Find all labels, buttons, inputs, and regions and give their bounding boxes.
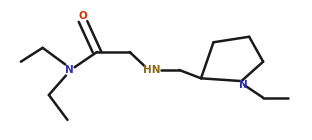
Text: N: N — [65, 65, 73, 75]
Text: O: O — [79, 11, 87, 21]
Text: N: N — [239, 80, 247, 90]
Text: HN: HN — [143, 65, 160, 75]
